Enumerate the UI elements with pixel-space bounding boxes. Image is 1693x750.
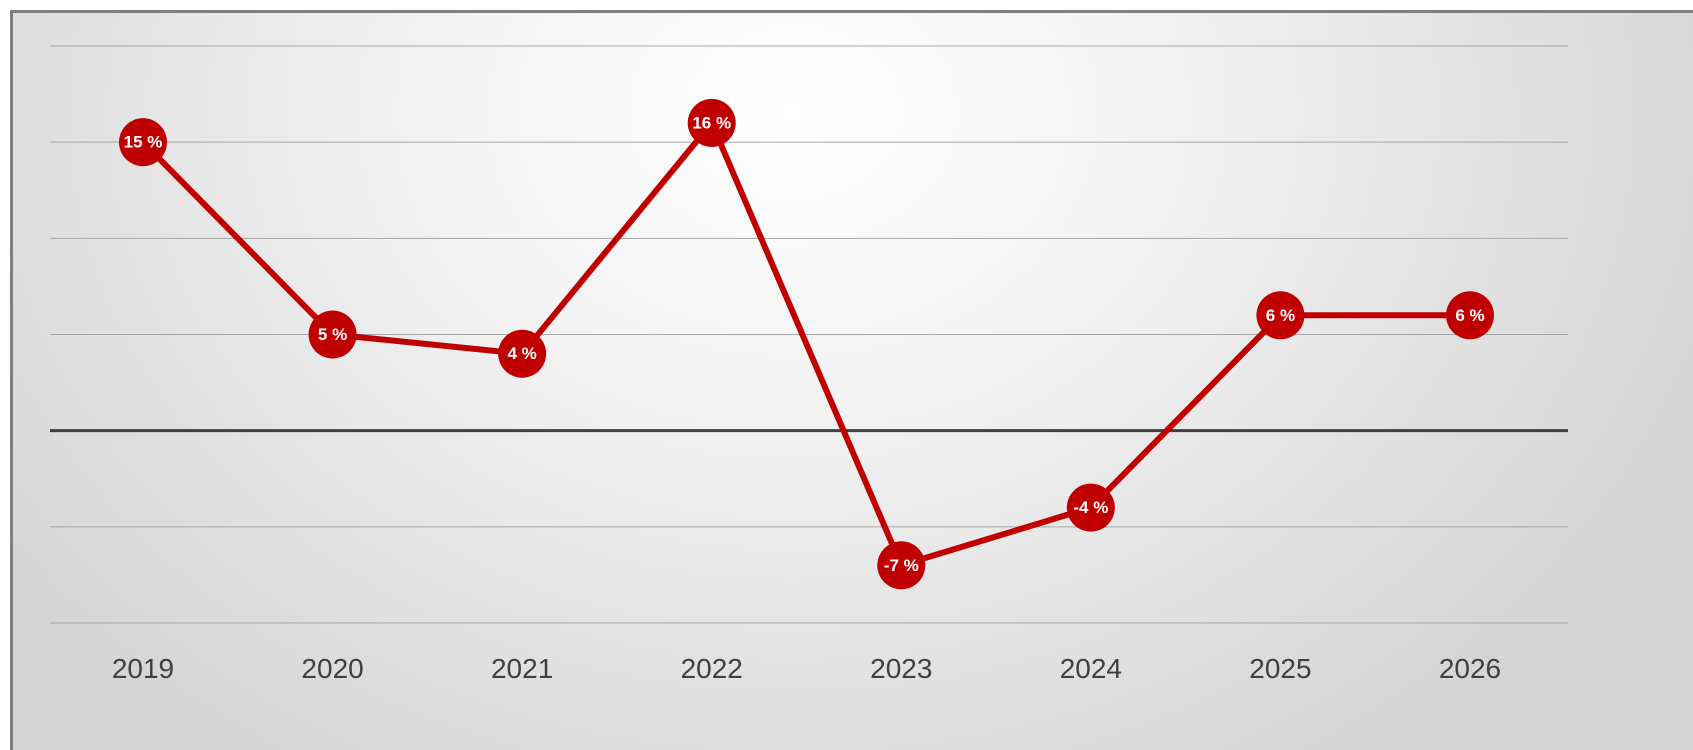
x-tick-label: 2020: [301, 653, 363, 684]
data-point-marker: [687, 98, 736, 147]
data-point-marker: [1256, 291, 1305, 340]
data-label: 16 %: [692, 113, 731, 132]
data-point-marker: [119, 118, 167, 167]
data-label: 6 %: [1266, 306, 1295, 325]
data-label: -4 %: [1073, 498, 1108, 517]
data-label: 5 %: [318, 325, 347, 344]
data-point-marker: [308, 310, 357, 359]
series-line: [140, 119, 1473, 569]
x-tick-label: 2023: [870, 653, 932, 684]
x-tick-label: 2026: [1439, 653, 1501, 684]
x-tick-label: 2025: [1249, 653, 1311, 684]
data-label: -7 %: [884, 556, 919, 575]
line-chart: 15 % 5 % 4 % 16 % -7 % -4 % 6 % 6 % 2019 2020 202…: [50, 45, 1568, 684]
x-tick-label: 2024: [1060, 653, 1122, 684]
data-point-marker: [1446, 291, 1494, 340]
x-tick-label: 2019: [112, 653, 174, 684]
data-point-marker: [1066, 483, 1115, 532]
gridlines: [50, 45, 1568, 624]
x-axis-ticks: 2019 2020 2021 2022 2023 2024 2025 2026: [112, 653, 1501, 684]
data-label: 15 %: [124, 133, 163, 152]
data-labels: 15 % 5 % 4 % 16 % -7 % -4 % 6 % 6 %: [124, 113, 1485, 574]
data-markers: [119, 98, 1494, 590]
data-point-marker: [877, 541, 926, 590]
x-tick-label: 2022: [681, 653, 743, 684]
x-tick-label: 2021: [491, 653, 553, 684]
data-label: 4 %: [507, 344, 536, 363]
data-point-marker: [498, 329, 547, 378]
chart-area: 15 % 5 % 4 % 16 % -7 % -4 % 6 % 6 % 2019 2020 202…: [10, 10, 1693, 750]
series-line-group: [140, 119, 1473, 569]
data-label: 6 %: [1455, 306, 1484, 325]
